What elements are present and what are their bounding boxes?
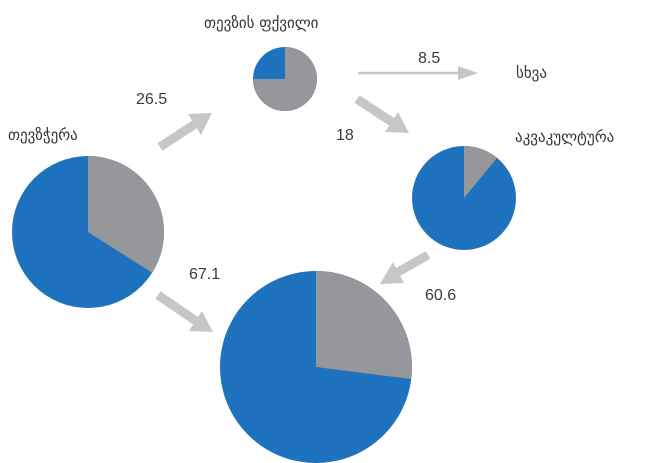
- fishing-pie: [12, 156, 164, 308]
- flow-value-aquaculture-consumption: 60.6: [425, 287, 456, 304]
- flow-value-fishmeal-other: 8.5: [418, 50, 440, 67]
- aquaculture-pie-gray: [464, 145, 498, 198]
- arrow-fishmeal-to-aquaculture: [354, 95, 409, 133]
- flow-value-fishing-fishmeal: 26.5: [136, 91, 167, 108]
- aquaculture-pie: [412, 145, 516, 250]
- arrow-fishing-to-fishmeal: [157, 113, 212, 151]
- consumption-pie: [220, 271, 412, 463]
- arrow-aquaculture-to-consumption: [380, 251, 431, 284]
- consumption-pie-gray: [316, 271, 412, 380]
- aquaculture-label: აკვაკულტურა: [515, 128, 614, 146]
- fishing-label: თევზჭერა: [8, 126, 78, 144]
- other-label: სხვა: [516, 64, 547, 82]
- arrow-fishing-to-consumption: [155, 291, 213, 332]
- flow-value-fishmeal-aquaculture: 18: [336, 127, 354, 144]
- fishmeal-pie: [253, 47, 317, 111]
- fishmeal-pie-gray: [253, 47, 317, 111]
- arrow-fishmeal-to-other: [358, 66, 478, 80]
- flow-value-fishing-consumption: 67.1: [189, 266, 220, 283]
- fishing-pie-gray: [88, 156, 164, 273]
- fishmeal-label: თევზის ფქვილი: [204, 14, 319, 32]
